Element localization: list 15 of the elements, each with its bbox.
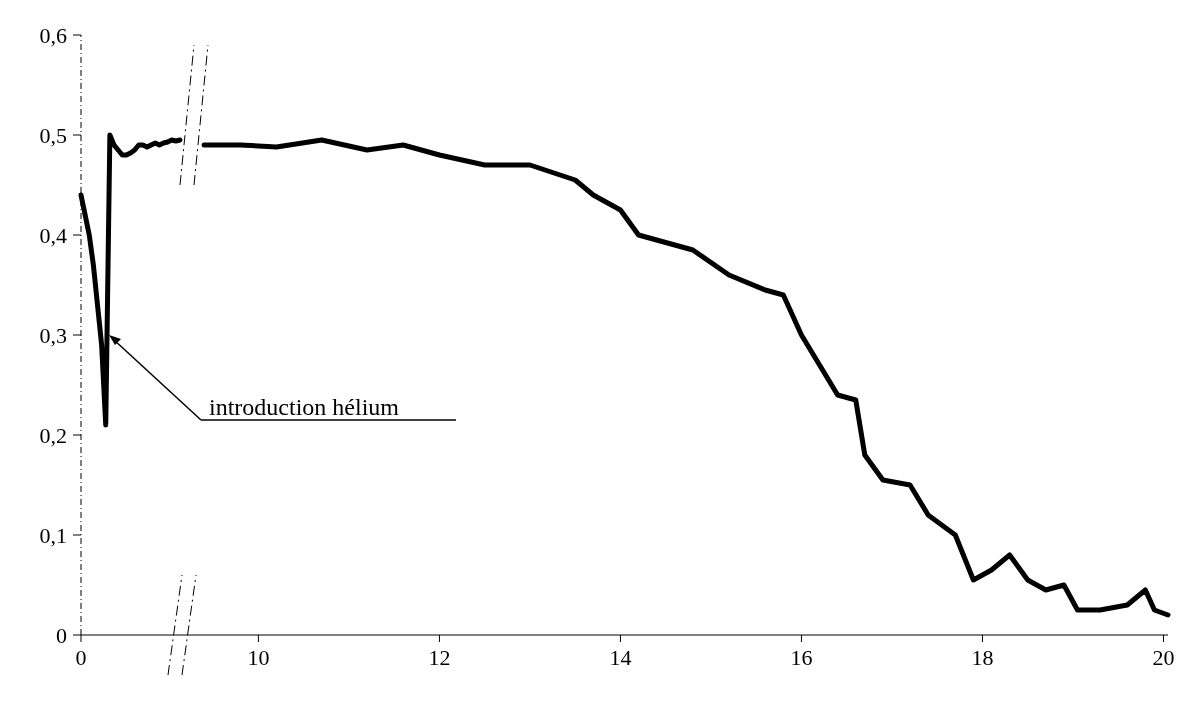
- x-tick-label: 14: [609, 645, 632, 670]
- x-tick-label: 16: [790, 645, 813, 670]
- y-tick-label: 0,3: [39, 322, 67, 348]
- y-tick-label: 0,6: [39, 22, 67, 48]
- x-tick-label: 10: [247, 645, 270, 670]
- x-tick-label: 20: [1152, 645, 1175, 670]
- x-tick-label: 12: [428, 645, 451, 670]
- y-tick-label: 0,2: [39, 422, 67, 448]
- y-tick-label: 0,5: [39, 122, 67, 148]
- y-tick-label: 0: [56, 622, 67, 648]
- x-tick-label: 18: [971, 645, 994, 670]
- x-tick-label: 0: [75, 645, 87, 670]
- annotation: introduction hélium: [209, 394, 400, 420]
- y-tick-label: 0,4: [39, 222, 67, 248]
- y-tick-label: 0,1: [39, 522, 67, 548]
